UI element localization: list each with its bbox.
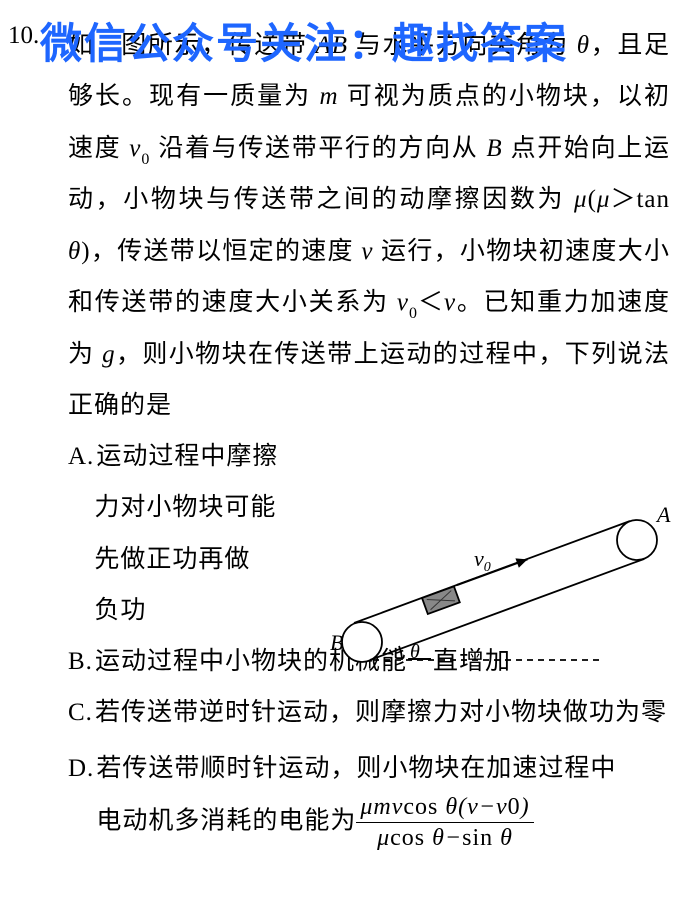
diagram-label-a: A	[655, 502, 671, 527]
diagram-label-v0: v0	[474, 546, 491, 575]
option-a-line-3: 负功	[94, 597, 146, 624]
question-stem: 如图图所示，传送带 AB 与水平方向夹角为 θ，且足够长。现有一质量为 m 可视…	[68, 20, 670, 431]
option-a-line-0: 运动过程中摩擦	[96, 443, 278, 470]
fraction-numerator: μmvcos θ(v−v0)	[356, 794, 533, 823]
option-c-text: 若传送带逆时针运动，则摩擦力对小物块做功为零	[95, 687, 670, 738]
option-d-label: D.	[68, 743, 94, 794]
option-a-line-2: 先做正功再做	[94, 546, 250, 573]
conveyor-diagram: A B θ v0	[302, 500, 682, 680]
option-a-line-1: 力对小物块可能	[94, 494, 276, 521]
diagram-label-theta: θ	[410, 641, 420, 663]
option-d: D. 若传送带顺时针运动，则小物块在加速过程中 电动机多消耗的电能为 μmvco…	[68, 743, 670, 852]
fraction-denominator: μcos θ−sin θ	[356, 823, 533, 851]
option-b-label: B.	[68, 636, 93, 687]
option-d-fraction: μmvcos θ(v−v0) μcos θ−sin θ	[356, 794, 533, 852]
watermark-text: 微信公众号关注：趣找答案	[40, 10, 568, 71]
stem-line: 如图图所示，传送带 AB 与水平方向夹角为 θ，且足够长。现有一质量为 m 可视…	[68, 32, 670, 419]
option-a-label: A.	[68, 443, 94, 470]
diagram-label-b: B	[330, 630, 343, 655]
option-c: C. 若传送带逆时针运动，则摩擦力对小物块做功为零	[68, 687, 670, 738]
option-c-label: C.	[68, 687, 93, 738]
question-number: 10.	[8, 22, 39, 50]
option-d-text: 若传送带顺时针运动，则小物块在加速过程中 电动机多消耗的电能为 μmvcos θ…	[96, 743, 670, 852]
